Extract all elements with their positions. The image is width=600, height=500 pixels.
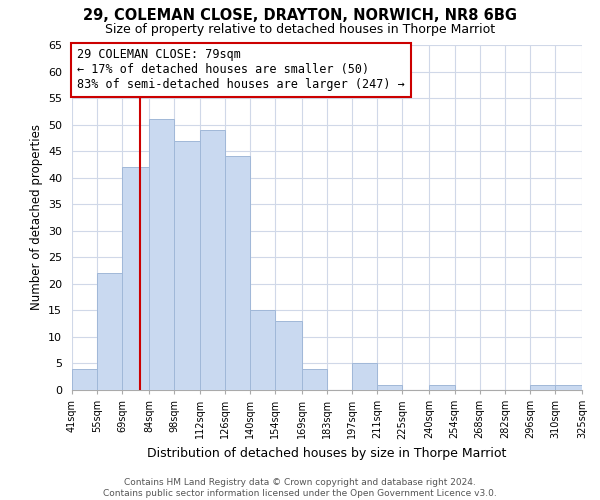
Bar (175, 140, 199, 390)
Text: 29 COLEMAN CLOSE: 79sqm
← 17% of detached houses are smaller (50)
83% of semi-de: 29 COLEMAN CLOSE: 79sqm ← 17% of detache… (77, 48, 405, 92)
Bar (199, 130, 224, 390)
Bar (377, 384, 403, 390)
X-axis label: Distribution of detached houses by size in Thorpe Marriot: Distribution of detached houses by size … (148, 447, 506, 460)
Bar (555, 384, 582, 390)
Bar (250, 310, 275, 390)
Bar (430, 384, 455, 390)
Bar (149, 120, 175, 390)
Text: 29, COLEMAN CLOSE, DRAYTON, NORWICH, NR8 6BG: 29, COLEMAN CLOSE, DRAYTON, NORWICH, NR8… (83, 8, 517, 22)
Bar (530, 384, 555, 390)
Bar (302, 369, 327, 390)
Text: Size of property relative to detached houses in Thorpe Marriot: Size of property relative to detached ho… (105, 22, 495, 36)
Bar (275, 321, 302, 390)
Bar (97, 273, 122, 390)
Y-axis label: Number of detached properties: Number of detached properties (29, 124, 43, 310)
Text: Contains HM Land Registry data © Crown copyright and database right 2024.
Contai: Contains HM Land Registry data © Crown c… (103, 478, 497, 498)
Bar (72, 369, 97, 390)
Bar (224, 156, 250, 390)
Bar (352, 364, 377, 390)
Bar (122, 167, 149, 390)
